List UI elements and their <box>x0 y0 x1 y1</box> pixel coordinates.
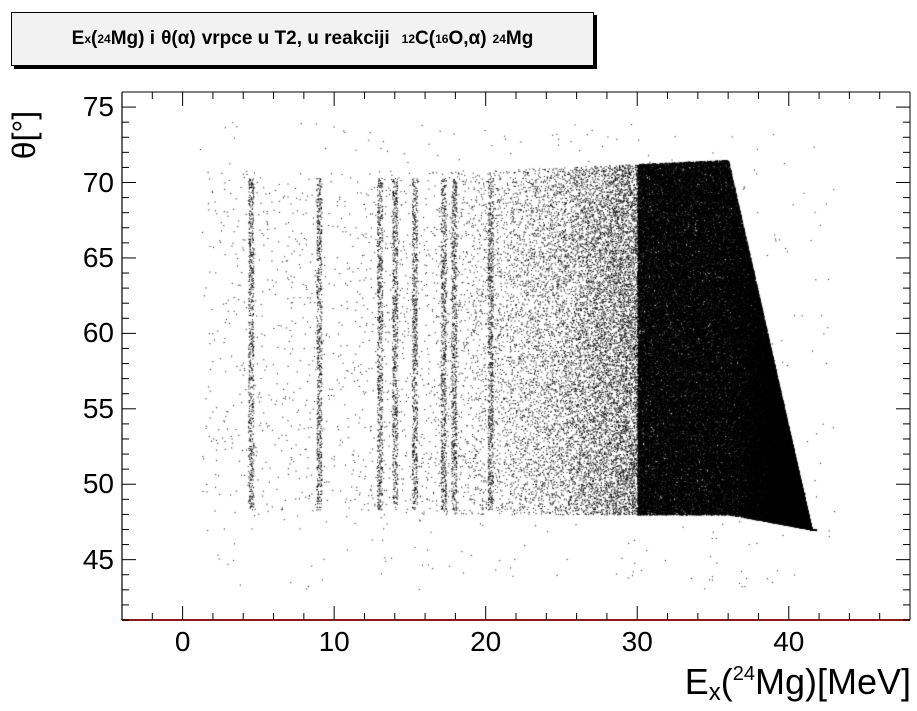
x-tick-label: 10 <box>318 626 350 657</box>
title-c-mass: 12 <box>401 32 416 46</box>
y-tick-label: 70 <box>82 166 114 198</box>
title-mg2-text: Mg <box>505 28 534 49</box>
title-paren-open: ( <box>91 28 98 49</box>
x-tick-label: 40 <box>773 626 805 657</box>
title-alpha: (α) <box>171 28 196 49</box>
y-tick-label: 45 <box>82 543 114 575</box>
y-axis-title: θ[°] <box>6 110 42 160</box>
title-e: E <box>71 28 85 49</box>
x-tick-label: 30 <box>621 626 653 657</box>
x-tick-label: 20 <box>470 626 502 657</box>
title-e-sub: x <box>84 32 92 46</box>
x-tick-label: 0 <box>174 626 191 657</box>
title-mg-after: Mg) i <box>110 28 156 49</box>
title-o-text: O,α) <box>448 28 487 49</box>
title-o-mass: 16 <box>435 32 449 46</box>
title-theta: θ <box>161 28 172 49</box>
title-mg2-mass: 24 <box>492 32 506 46</box>
title-mg-mass: 24 <box>97 32 111 46</box>
y-tick-label: 55 <box>82 392 114 424</box>
y-tick-label: 75 <box>82 91 114 123</box>
scatter-points <box>122 92 910 620</box>
title-mid-text: vrpce u T2, u reakciji <box>201 28 390 49</box>
x-axis-title: Ex(24Mg)[MeV] <box>684 661 911 706</box>
y-tick-label: 50 <box>82 468 114 500</box>
title-c-text: C( <box>415 28 436 49</box>
y-tick-label: 65 <box>82 241 114 273</box>
y-tick-label: 60 <box>82 317 114 349</box>
